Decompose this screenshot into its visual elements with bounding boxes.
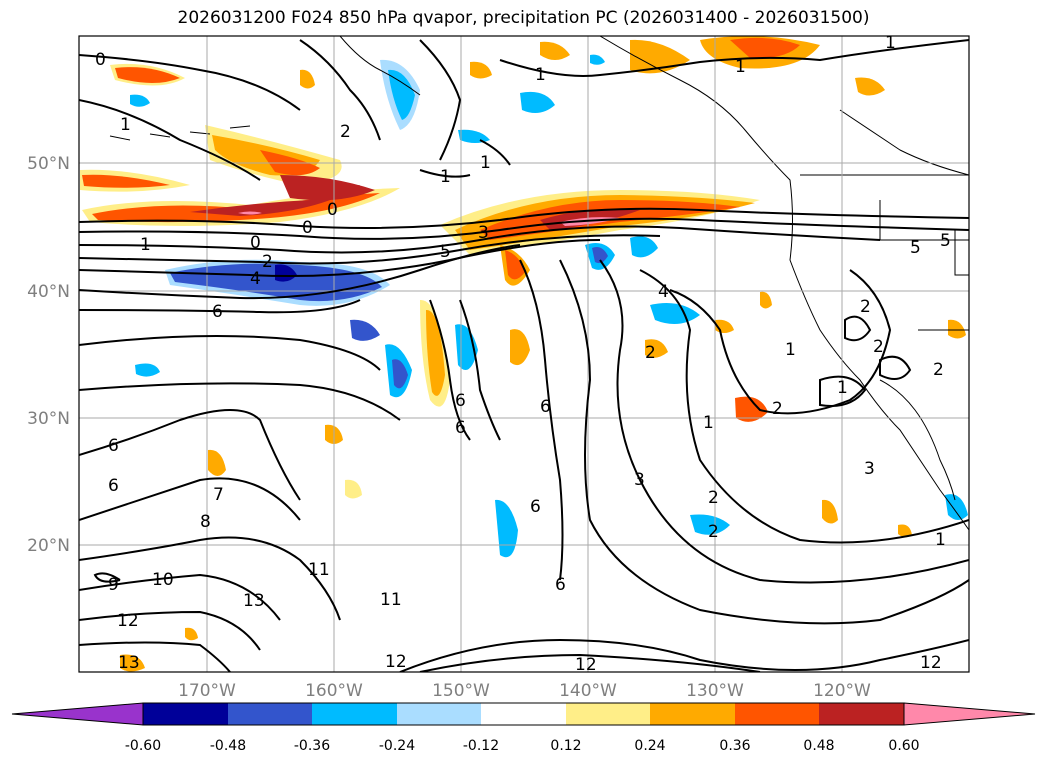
- colorbar-segment: [735, 703, 819, 725]
- contour-label: 1: [785, 340, 796, 360]
- contour-label: 1: [703, 413, 714, 433]
- colorbar-segment: [397, 703, 481, 725]
- contour-label: 2: [772, 399, 783, 419]
- contour-label: 9: [108, 575, 119, 595]
- contour-label: 1: [140, 235, 151, 255]
- contour-label: 1: [837, 378, 848, 398]
- lon-label: 160°W: [305, 681, 363, 701]
- map-title: 2026031200 F024 850 hPa qvapor, precipit…: [177, 8, 870, 28]
- contour-label: 13: [243, 591, 265, 611]
- contour-label: 2: [933, 360, 944, 380]
- colorbar-segment: [312, 703, 397, 725]
- colorbar-segment: [481, 703, 566, 725]
- contour-label: 8: [200, 512, 211, 532]
- colorbar-segment: [228, 703, 312, 725]
- colorbar-segment: [143, 703, 228, 725]
- qvapor-contours: [79, 39, 969, 672]
- colorbar-tick: 0.48: [803, 738, 834, 754]
- contour-label: 6: [455, 391, 466, 411]
- contour-label: 12: [575, 655, 597, 675]
- contour-label: 6: [530, 497, 541, 517]
- contour-label: 2: [873, 337, 884, 357]
- lat-label: 50°N: [27, 154, 70, 174]
- contour-label: 5: [910, 238, 921, 258]
- contour-label: 11: [308, 560, 330, 580]
- contour-label: 6: [555, 575, 566, 595]
- contour-label: 1: [535, 65, 546, 85]
- contour-label: 6: [455, 418, 466, 438]
- longitude-labels: 170°W 160°W 150°W 140°W 130°W 120°W: [178, 681, 871, 701]
- contour-label: 5: [440, 242, 451, 262]
- contour-label: 7: [213, 485, 224, 505]
- map-frame: [78, 35, 970, 673]
- contour-label: 3: [864, 459, 875, 479]
- contour-label: 2: [860, 297, 871, 317]
- contour-label: 2: [708, 522, 719, 542]
- contour-label: 2: [708, 488, 719, 508]
- contour-label: 13: [118, 653, 140, 673]
- lon-label: 120°W: [813, 681, 871, 701]
- colorbar-tick: -0.60: [125, 738, 161, 754]
- contour-label: 4: [250, 269, 261, 289]
- contour-label: 11: [380, 590, 402, 610]
- contour-label-group: 0 1 1 1 1 1 2 0 0 0 1 1 2 4 5 3 4 6 6 6 …: [95, 33, 951, 675]
- colorbar-tick: 0.60: [888, 738, 919, 754]
- graticule: [79, 36, 969, 672]
- lon-label: 170°W: [178, 681, 236, 701]
- contour-label: 12: [385, 652, 407, 672]
- lat-label: 30°N: [27, 409, 70, 429]
- colorbar-extend-min: [11, 702, 144, 726]
- contour-label: 0: [95, 50, 106, 70]
- latitude-labels: 50°N 40°N 30°N 20°N: [27, 154, 70, 556]
- colorbar-frame: [142, 702, 905, 726]
- colorbar-extend-max: [903, 702, 1036, 726]
- contour-label: 2: [262, 252, 273, 272]
- lon-label: 130°W: [686, 681, 744, 701]
- contour-label: 1: [935, 530, 946, 550]
- contour-label: 12: [920, 653, 942, 673]
- contour-label: 3: [478, 223, 489, 243]
- lon-label: 150°W: [432, 681, 490, 701]
- contour-label: 5: [940, 231, 951, 251]
- contour-label: 1: [120, 115, 131, 135]
- colorbar-tick: -0.24: [379, 738, 415, 754]
- colorbar-segment: [650, 703, 735, 725]
- colorbar-tick: -0.48: [210, 738, 246, 754]
- contour-label: 6: [212, 302, 223, 322]
- colorbar-tick: 0.36: [719, 738, 750, 754]
- contour-label: 6: [108, 436, 119, 456]
- lon-label: 140°W: [559, 681, 617, 701]
- contour-label: 0: [327, 200, 338, 220]
- colorbar-tick: 0.12: [550, 738, 581, 754]
- contour-label: 12: [117, 611, 139, 631]
- contour-label: 4: [658, 282, 669, 302]
- lat-label: 40°N: [27, 282, 70, 302]
- contour-label: 6: [108, 476, 119, 496]
- colorbar: -0.60 -0.48 -0.36 -0.24 -0.12 0.12 0.24 …: [11, 702, 1036, 754]
- lat-label: 20°N: [27, 536, 70, 556]
- contour-label: 6: [540, 397, 551, 417]
- contour-label: 2: [645, 343, 656, 363]
- colorbar-segment: [819, 703, 904, 725]
- contour-label: 1: [735, 57, 746, 77]
- contour-label: 10: [152, 570, 174, 590]
- contour-label: 1: [885, 33, 896, 53]
- contour-label: 1: [440, 167, 451, 187]
- contour-label: 1: [480, 153, 491, 173]
- contour-label: 2: [340, 122, 351, 142]
- contour-label: 0: [302, 218, 313, 238]
- colorbar-tick: -0.12: [463, 738, 499, 754]
- colorbar-tick: -0.36: [294, 738, 330, 754]
- colorbar-tick: 0.24: [634, 738, 665, 754]
- contour-label: 3: [634, 470, 645, 490]
- contour-label: 0: [250, 233, 261, 253]
- colorbar-segment: [566, 703, 650, 725]
